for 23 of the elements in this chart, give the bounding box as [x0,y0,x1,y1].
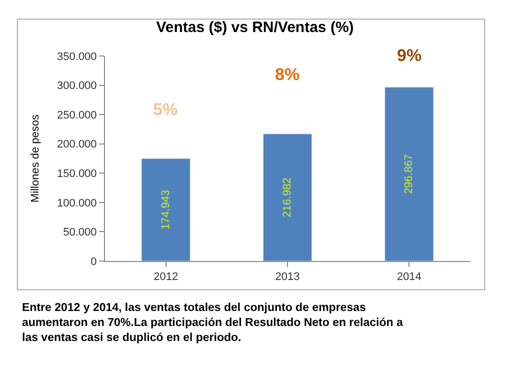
bar [384,86,434,261]
y-tick-label: 250.000 [57,109,97,122]
x-tick-label: 2012 [154,271,178,284]
data-label: 174.943 [160,190,172,230]
text: Entre 2012 y 2014, las ventas totales del conjunto de empresas aumentaron en 70%.La participación del Resultado Neto en relación a las ventas casi se duplicó en el periodo. [22,302,404,344]
bar [141,158,190,261]
data-label: 296.867 [403,154,416,194]
y-tick-label: 150.000 [57,168,97,180]
y-tick-label: 50.000 [63,226,97,239]
bar [262,134,312,261]
x-tick-label: 2013 [275,271,300,284]
annotation: 5% [153,100,178,119]
annotation: 9% [397,46,422,65]
chart-title: Ventas ($) vs RN/Ventas (%) [156,18,354,36]
y-tick-label: 100.000 [57,197,97,210]
y-tick-label: 350.000 [57,50,97,63]
data-label: 216.982 [282,178,294,218]
y-tick-label: 300.000 [57,80,97,92]
annotation: 8% [275,65,300,84]
y-tick-label: 200.000 [57,138,97,151]
x-tick-label: 2014 [396,271,422,284]
y-axis-title: Millones de pesos [30,114,42,203]
y-tick-label: 0 [90,256,97,268]
